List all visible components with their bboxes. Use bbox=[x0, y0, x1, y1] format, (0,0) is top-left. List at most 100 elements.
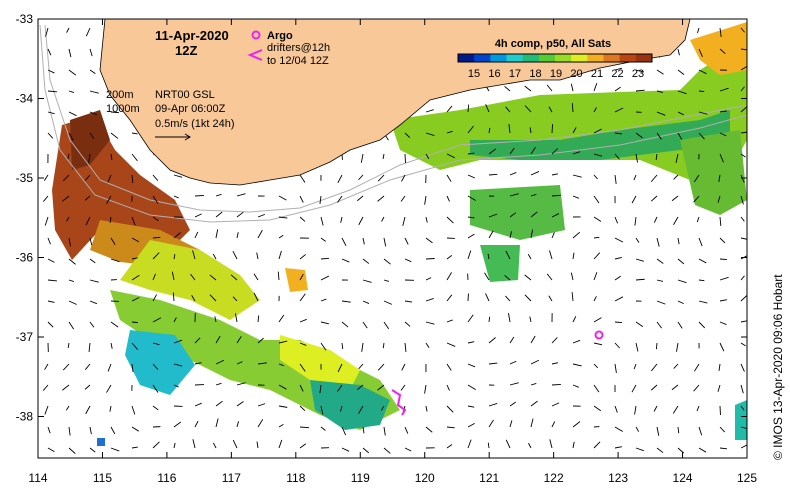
current-vector bbox=[106, 195, 112, 204]
current-vector bbox=[677, 90, 687, 95]
current-vector bbox=[593, 441, 601, 449]
current-vector bbox=[236, 211, 244, 218]
current-vector bbox=[89, 132, 94, 139]
isobath-1000-label: 1000m bbox=[106, 103, 140, 115]
sst-cyan-patch bbox=[125, 330, 195, 395]
current-vector bbox=[467, 439, 472, 449]
current-vector bbox=[530, 400, 538, 407]
current-vector bbox=[131, 426, 139, 432]
current-vector bbox=[382, 342, 385, 349]
current-vector bbox=[572, 231, 581, 239]
current-vector bbox=[320, 321, 329, 325]
current-vector bbox=[47, 300, 55, 303]
current-vector bbox=[173, 421, 182, 428]
current-vector bbox=[614, 237, 624, 243]
current-vector bbox=[404, 426, 409, 434]
current-vector bbox=[446, 174, 452, 182]
current-vector bbox=[551, 402, 560, 407]
current-vector bbox=[299, 195, 304, 203]
current-vector bbox=[358, 363, 364, 370]
current-vector bbox=[110, 342, 113, 349]
current-vector bbox=[693, 174, 700, 183]
current-vector bbox=[85, 27, 91, 37]
current-vector bbox=[572, 363, 582, 367]
current-vector bbox=[253, 292, 259, 302]
current-vector bbox=[357, 195, 364, 202]
current-vector bbox=[698, 258, 707, 264]
current-vector bbox=[47, 258, 55, 263]
current-vector bbox=[236, 382, 246, 386]
current-vector bbox=[299, 293, 306, 302]
current-vector bbox=[131, 174, 134, 184]
current-vector bbox=[488, 148, 497, 155]
current-vector bbox=[340, 216, 343, 223]
current-vector bbox=[88, 342, 91, 352]
current-vector bbox=[425, 277, 432, 281]
isobath-200-label: 200m bbox=[106, 89, 134, 101]
current-vector bbox=[614, 405, 618, 413]
current-vector bbox=[152, 405, 159, 411]
current-vector bbox=[299, 342, 307, 346]
current-vector bbox=[718, 174, 721, 183]
current-vector bbox=[232, 296, 238, 302]
current-vector bbox=[635, 426, 640, 432]
map-date: 11-Apr-2020 bbox=[155, 28, 229, 43]
current-vector bbox=[173, 317, 177, 323]
current-vector bbox=[446, 342, 456, 347]
current-vector bbox=[404, 237, 409, 245]
current-vector bbox=[572, 127, 577, 134]
current-vector bbox=[362, 279, 372, 283]
current-vector bbox=[425, 237, 433, 244]
current-vector bbox=[214, 316, 217, 323]
current-vector bbox=[194, 195, 204, 197]
current-vector bbox=[337, 174, 343, 184]
current-vector bbox=[655, 342, 658, 350]
y-axis: -33 -34 -35 -36 -37 -38 bbox=[16, 12, 747, 424]
current-vector bbox=[698, 132, 705, 140]
current-vector bbox=[467, 104, 470, 113]
current-vector bbox=[572, 195, 580, 199]
y-tick-label: -37 bbox=[16, 330, 34, 344]
current-vector bbox=[131, 405, 136, 415]
current-vector bbox=[524, 105, 532, 113]
current-vector bbox=[89, 48, 93, 57]
y-tick-label: -36 bbox=[16, 251, 34, 265]
current-vector bbox=[635, 237, 640, 243]
current-vector bbox=[446, 216, 454, 224]
current-vector bbox=[62, 174, 70, 182]
current-vector bbox=[256, 441, 259, 449]
current-vector bbox=[173, 174, 183, 178]
current-vector bbox=[509, 420, 513, 428]
current-vector bbox=[614, 363, 617, 373]
current-vector bbox=[152, 317, 162, 323]
current-vector bbox=[278, 363, 284, 367]
current-vector bbox=[278, 340, 288, 344]
current-vector bbox=[209, 274, 217, 281]
current-vector bbox=[131, 321, 138, 324]
current-vector bbox=[719, 258, 727, 260]
current-vector bbox=[505, 295, 511, 302]
current-vector bbox=[635, 278, 645, 281]
current-vector bbox=[593, 317, 602, 323]
current-vector bbox=[740, 195, 744, 205]
current-vector bbox=[698, 69, 707, 75]
current-vector bbox=[402, 216, 406, 226]
current-vector bbox=[740, 131, 747, 134]
current-vector bbox=[719, 87, 729, 92]
current-vector bbox=[47, 237, 51, 245]
current-vector bbox=[593, 363, 599, 369]
current-vector bbox=[341, 300, 351, 303]
colorbar-tick-label: 17 bbox=[509, 68, 521, 80]
current-vector bbox=[380, 405, 385, 411]
current-vector bbox=[62, 195, 70, 202]
sst-east-patch bbox=[680, 130, 747, 215]
current-vector bbox=[256, 252, 259, 260]
current-vector bbox=[131, 297, 140, 302]
sst-yellow-spot bbox=[280, 335, 360, 390]
current-vector bbox=[110, 258, 120, 263]
colorbar-tick-label: 19 bbox=[550, 68, 562, 80]
current-vector bbox=[650, 174, 658, 183]
current-vector bbox=[488, 173, 498, 176]
current-vector bbox=[278, 234, 284, 239]
colorbar-swatch bbox=[603, 54, 621, 62]
